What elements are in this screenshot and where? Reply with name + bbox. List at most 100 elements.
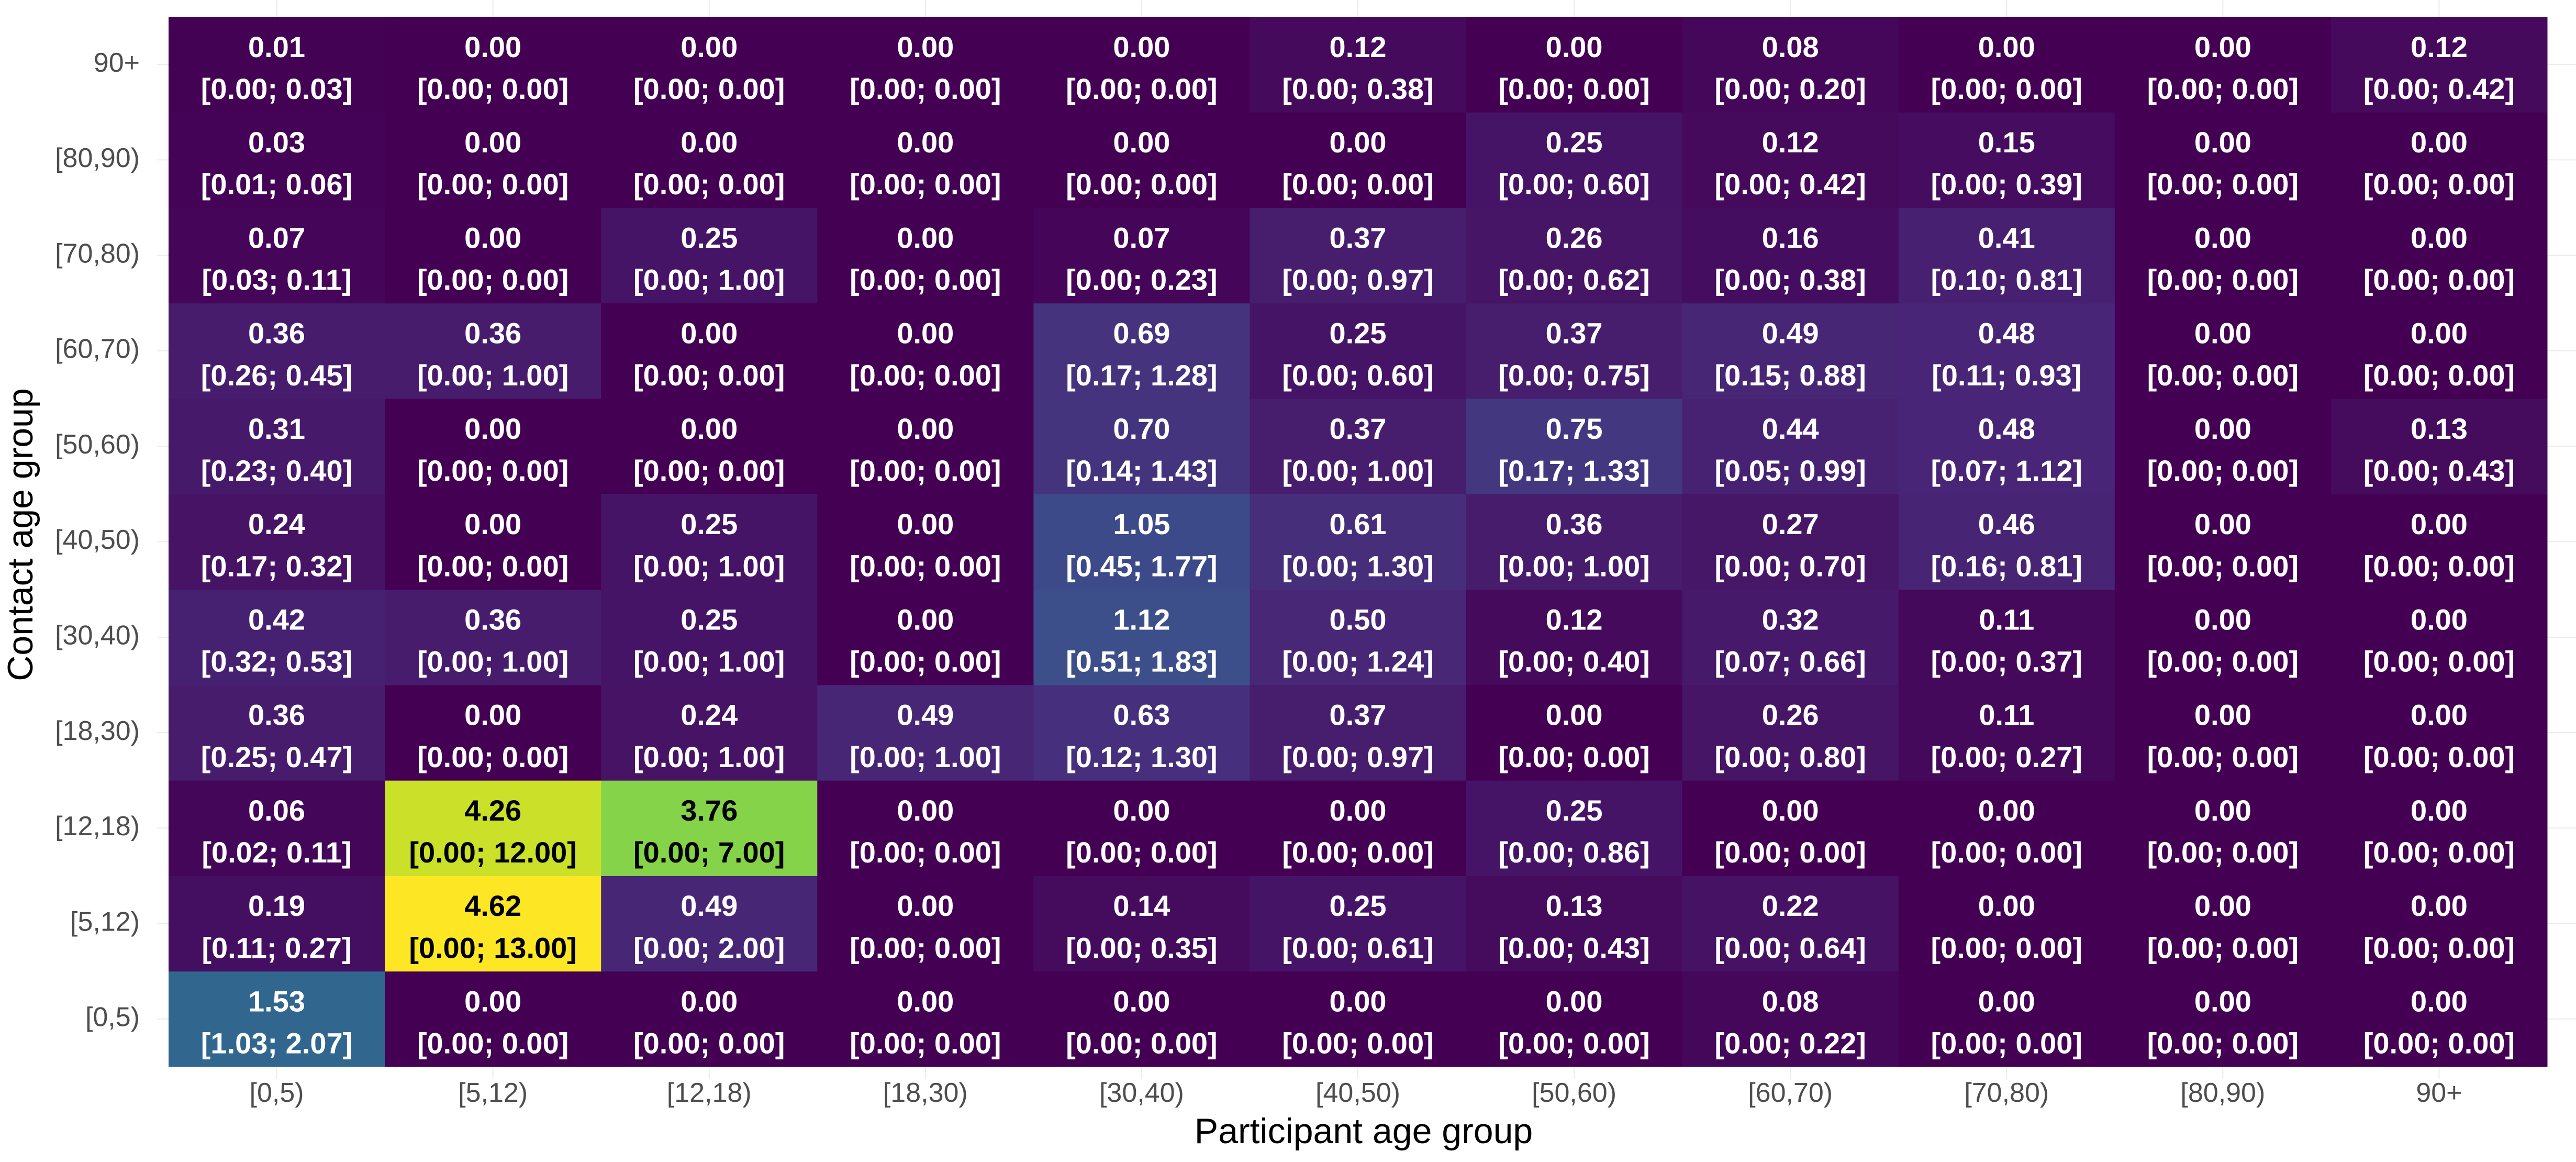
cell-interval-label: [0.00; 0.00]	[2363, 168, 2515, 201]
heatmap-cell	[1898, 399, 2115, 494]
x-axis-title: Participant age group	[1195, 1111, 1533, 1151]
cell-value-label: 0.00	[897, 221, 954, 254]
heatmap-cell	[1466, 780, 1683, 876]
cell-value-label: 0.00	[1113, 126, 1170, 159]
heatmap-cell	[1033, 207, 1250, 304]
cell-interval-label: [0.00; 0.00]	[1066, 1027, 1218, 1060]
cell-value-label: 0.00	[2194, 507, 2251, 540]
heatmap-cell	[1033, 684, 1250, 781]
x-tick-label: [40,50)	[1315, 1078, 1400, 1108]
cell-interval-label: [0.25; 0.47]	[201, 740, 353, 773]
heatmap-cell	[2114, 971, 2332, 1067]
cell-interval-label: [0.00; 0.00]	[850, 72, 1001, 105]
cell-value-label: 0.00	[2194, 699, 2251, 732]
cell-value-label: 0.00	[681, 30, 738, 63]
y-tick-label: [60,70)	[55, 334, 140, 364]
cell-interval-label: [0.00; 0.00]	[2363, 931, 2515, 964]
heatmap-cell	[169, 112, 385, 208]
heatmap-cell	[1466, 303, 1683, 399]
cell-value-label: 0.00	[1113, 984, 1170, 1017]
cell-value-label: 0.12	[1762, 126, 1819, 159]
heatmap-cell	[385, 589, 601, 685]
heatmap-cell	[2330, 17, 2548, 113]
y-tick-label: [80,90)	[55, 143, 140, 173]
heatmap-cell	[2114, 207, 2332, 304]
cell-interval-label: [0.00; 0.97]	[1282, 263, 1434, 296]
cell-value-label: 0.25	[681, 221, 738, 254]
heatmap-cell	[385, 112, 601, 208]
cell-interval-label: [0.00; 0.00]	[850, 836, 1001, 869]
heatmap-cell	[2330, 971, 2548, 1067]
heatmap-cell	[1250, 207, 1467, 304]
cell-interval-label: [0.00; 0.43]	[2363, 454, 2515, 487]
heatmap-cell	[1898, 971, 2115, 1067]
cell-interval-label: [0.00; 0.00]	[1498, 740, 1650, 773]
cell-value-label: 0.12	[1546, 603, 1603, 636]
cell-value-label: 1.12	[1113, 603, 1170, 636]
heatmap-cell	[1250, 684, 1467, 781]
cell-value-label: 0.14	[1113, 889, 1170, 922]
cell-value-label: 0.25	[1546, 794, 1603, 827]
heatmap-cell	[1033, 589, 1250, 685]
heatmap-cell	[1033, 17, 1250, 113]
cell-value-label: 0.44	[1762, 412, 1819, 445]
cell-interval-label: [0.00; 0.27]	[1931, 740, 2083, 773]
x-tick-label: [60,70)	[1748, 1078, 1833, 1108]
cell-interval-label: [0.00; 0.61]	[1282, 931, 1434, 964]
heatmap-cell	[385, 303, 601, 399]
cell-value-label: 0.00	[2194, 889, 2251, 922]
heatmap-cell	[601, 589, 818, 685]
cell-interval-label: [0.00; 0.00]	[1931, 836, 2083, 869]
cell-value-label: 0.00	[2411, 603, 2468, 636]
cell-interval-label: [0.00; 0.00]	[1498, 72, 1650, 105]
y-tick-label: [12,18)	[55, 811, 140, 842]
heatmap-cell	[817, 780, 1034, 876]
cell-interval-label: [0.00; 0.00]	[1066, 168, 1218, 201]
cell-interval-label: [0.00; 0.42]	[2363, 72, 2515, 105]
cell-interval-label: [0.32; 0.53]	[201, 645, 353, 678]
cell-interval-label: [0.00; 0.00]	[633, 168, 785, 201]
heatmap-cell	[1682, 684, 1899, 781]
cell-interval-label: [0.01; 0.06]	[201, 168, 353, 201]
cell-value-label: 0.11	[1979, 699, 2034, 732]
cell-value-label: 0.49	[681, 889, 738, 922]
cell-interval-label: [0.00; 0.80]	[1714, 740, 1866, 773]
y-tick-label: [50,60)	[55, 429, 140, 460]
cell-value-label: 0.00	[464, 30, 521, 63]
cell-value-label: 0.00	[1113, 30, 1170, 63]
cell-interval-label: [0.00; 0.00]	[2363, 359, 2515, 392]
cell-value-label: 0.00	[2411, 126, 2468, 159]
heatmap-cell	[2114, 17, 2332, 113]
heatmap-cell	[1033, 494, 1250, 590]
cell-interval-label: [0.14; 1.43]	[1066, 454, 1218, 487]
heatmap-cell	[2114, 876, 2332, 972]
x-tick-label: [30,40)	[1099, 1078, 1184, 1108]
cell-value-label: 0.69	[1113, 317, 1170, 350]
cell-value-label: 0.07	[248, 221, 305, 254]
cell-interval-label: [0.00; 0.00]	[633, 72, 785, 105]
heatmap-cell	[2330, 303, 2548, 399]
heatmap-cell	[385, 207, 601, 304]
heatmap-cell	[1033, 303, 1250, 399]
cell-value-label: 0.25	[681, 507, 738, 540]
y-tick-label: [30,40)	[55, 621, 140, 651]
heatmap-cell	[1682, 399, 1899, 494]
heatmap-cell	[1898, 112, 2115, 208]
cell-value-label: 0.31	[248, 412, 305, 445]
cell-value-label: 0.22	[1762, 889, 1819, 922]
heatmap-cell	[1250, 589, 1467, 685]
heatmap-cell	[601, 303, 818, 399]
heatmap-cell	[601, 112, 818, 208]
cell-interval-label: [0.00; 0.00]	[2147, 359, 2299, 392]
cell-interval-label: [0.00; 1.00]	[633, 740, 785, 773]
x-tick-label: [12,18)	[667, 1078, 752, 1108]
heatmap-cell	[2114, 589, 2332, 685]
cell-value-label: 0.06	[248, 794, 305, 827]
heatmap-cell	[1250, 399, 1467, 494]
cell-value-label: 0.00	[2194, 30, 2251, 63]
cell-interval-label: [0.00; 0.00]	[1282, 1027, 1434, 1060]
cell-value-label: 0.00	[464, 126, 521, 159]
cell-value-label: 0.00	[1978, 30, 2035, 63]
heatmap-cell	[817, 876, 1034, 972]
